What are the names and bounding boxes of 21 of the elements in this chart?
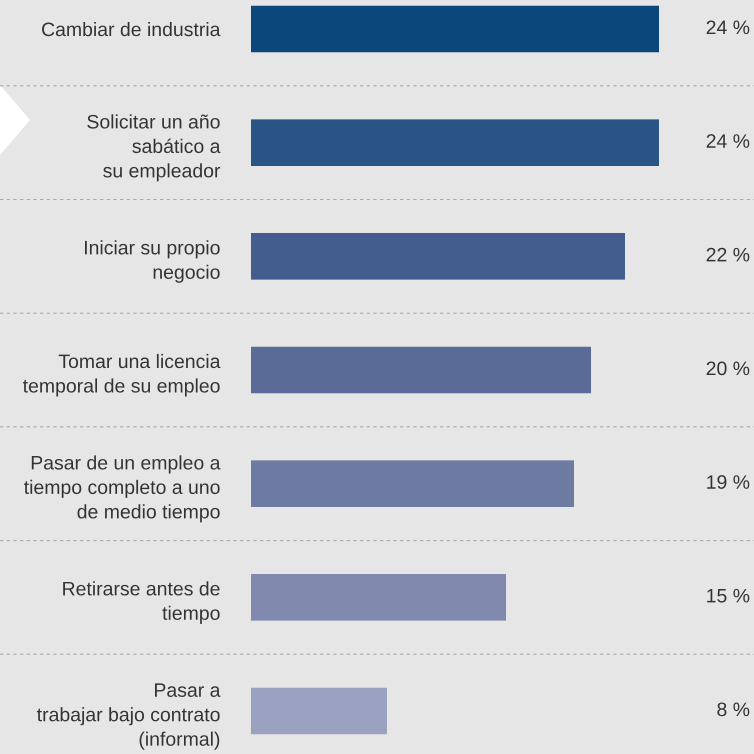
data-label: 24 % [706,20,750,34]
bar [251,346,591,394]
data-label: 15 % [707,588,750,603]
y-tick-label: Pasar a trabajar bajo contrato (informal) [37,683,220,750]
bar [251,6,659,52]
data-label: 8 % [717,702,750,716]
data-label: 22 % [706,248,750,262]
y-tick-label: Iniciar su propio negocio [84,240,220,283]
bar [251,460,574,507]
y-tick-label: Solicitar un año sabático a su empleador [87,114,220,182]
bar [251,233,625,280]
y-tick-label: Tomar una licencia temporal de su empleo [22,354,220,396]
y-tick-label: Pasar de un empleo a tiempo completo a uno de medio tiempo [24,455,220,522]
bar [251,574,506,621]
data-label: 24 % [706,134,750,148]
y-tick-label: Cambiar de industria [42,22,220,36]
data-label: 20 % [706,361,750,376]
bar [251,688,387,734]
data-label: 19 % [707,475,750,489]
y-tick-label: Retirarse antes de tiempo [63,581,220,624]
bar [251,119,659,166]
